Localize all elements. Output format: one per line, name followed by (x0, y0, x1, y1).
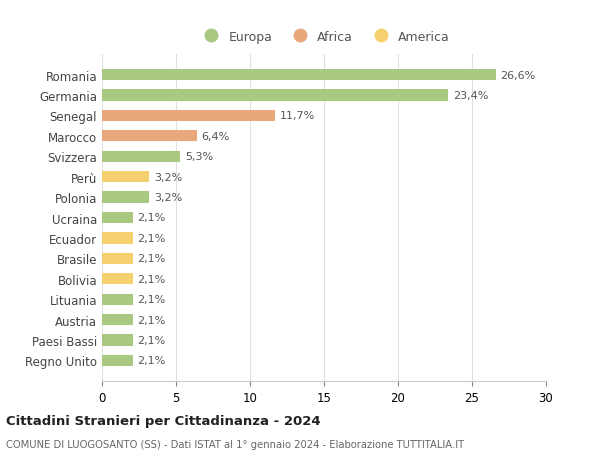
Text: 2,1%: 2,1% (137, 274, 166, 284)
Bar (102, 253, 133, 264)
Text: Cittadini Stranieri per Cittadinanza - 2024: Cittadini Stranieri per Cittadinanza - 2… (6, 414, 320, 428)
Text: 11,7%: 11,7% (280, 111, 315, 121)
Text: COMUNE DI LUOGOSANTO (SS) - Dati ISTAT al 1° gennaio 2024 - Elaborazione TUTTITA: COMUNE DI LUOGOSANTO (SS) - Dati ISTAT a… (6, 440, 464, 449)
Legend: Europa, Africa, America: Europa, Africa, America (193, 25, 455, 48)
Bar (102, 111, 275, 122)
Text: 2,1%: 2,1% (137, 254, 166, 264)
Bar (102, 335, 133, 346)
Bar (102, 172, 149, 183)
Text: 2,1%: 2,1% (137, 356, 166, 365)
Bar (102, 314, 133, 325)
Bar (102, 131, 197, 142)
Text: 2,1%: 2,1% (137, 233, 166, 243)
Text: 5,3%: 5,3% (185, 152, 213, 162)
Text: 23,4%: 23,4% (453, 91, 488, 101)
Bar (102, 151, 181, 162)
Text: 26,6%: 26,6% (500, 71, 535, 80)
Bar (102, 355, 133, 366)
Bar (102, 233, 133, 244)
Bar (102, 294, 133, 305)
Bar (102, 274, 133, 285)
Text: 3,2%: 3,2% (154, 172, 182, 182)
Text: 3,2%: 3,2% (154, 193, 182, 203)
Text: 2,1%: 2,1% (137, 213, 166, 223)
Text: 2,1%: 2,1% (137, 335, 166, 345)
Bar (102, 192, 149, 203)
Text: 2,1%: 2,1% (137, 315, 166, 325)
Text: 6,4%: 6,4% (201, 132, 229, 141)
Bar (102, 70, 496, 81)
Bar (102, 213, 133, 224)
Text: 2,1%: 2,1% (137, 295, 166, 304)
Bar (102, 90, 448, 101)
